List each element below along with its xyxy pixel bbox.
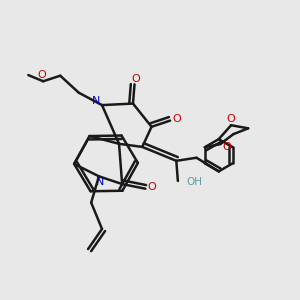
Text: O: O — [172, 114, 181, 124]
Text: O: O — [148, 182, 157, 192]
Text: O: O — [223, 142, 232, 152]
Text: N: N — [96, 177, 104, 187]
Text: O: O — [37, 70, 46, 80]
Text: N: N — [92, 96, 100, 106]
Text: OH: OH — [187, 177, 202, 187]
Text: O: O — [227, 114, 236, 124]
Text: O: O — [132, 74, 140, 84]
